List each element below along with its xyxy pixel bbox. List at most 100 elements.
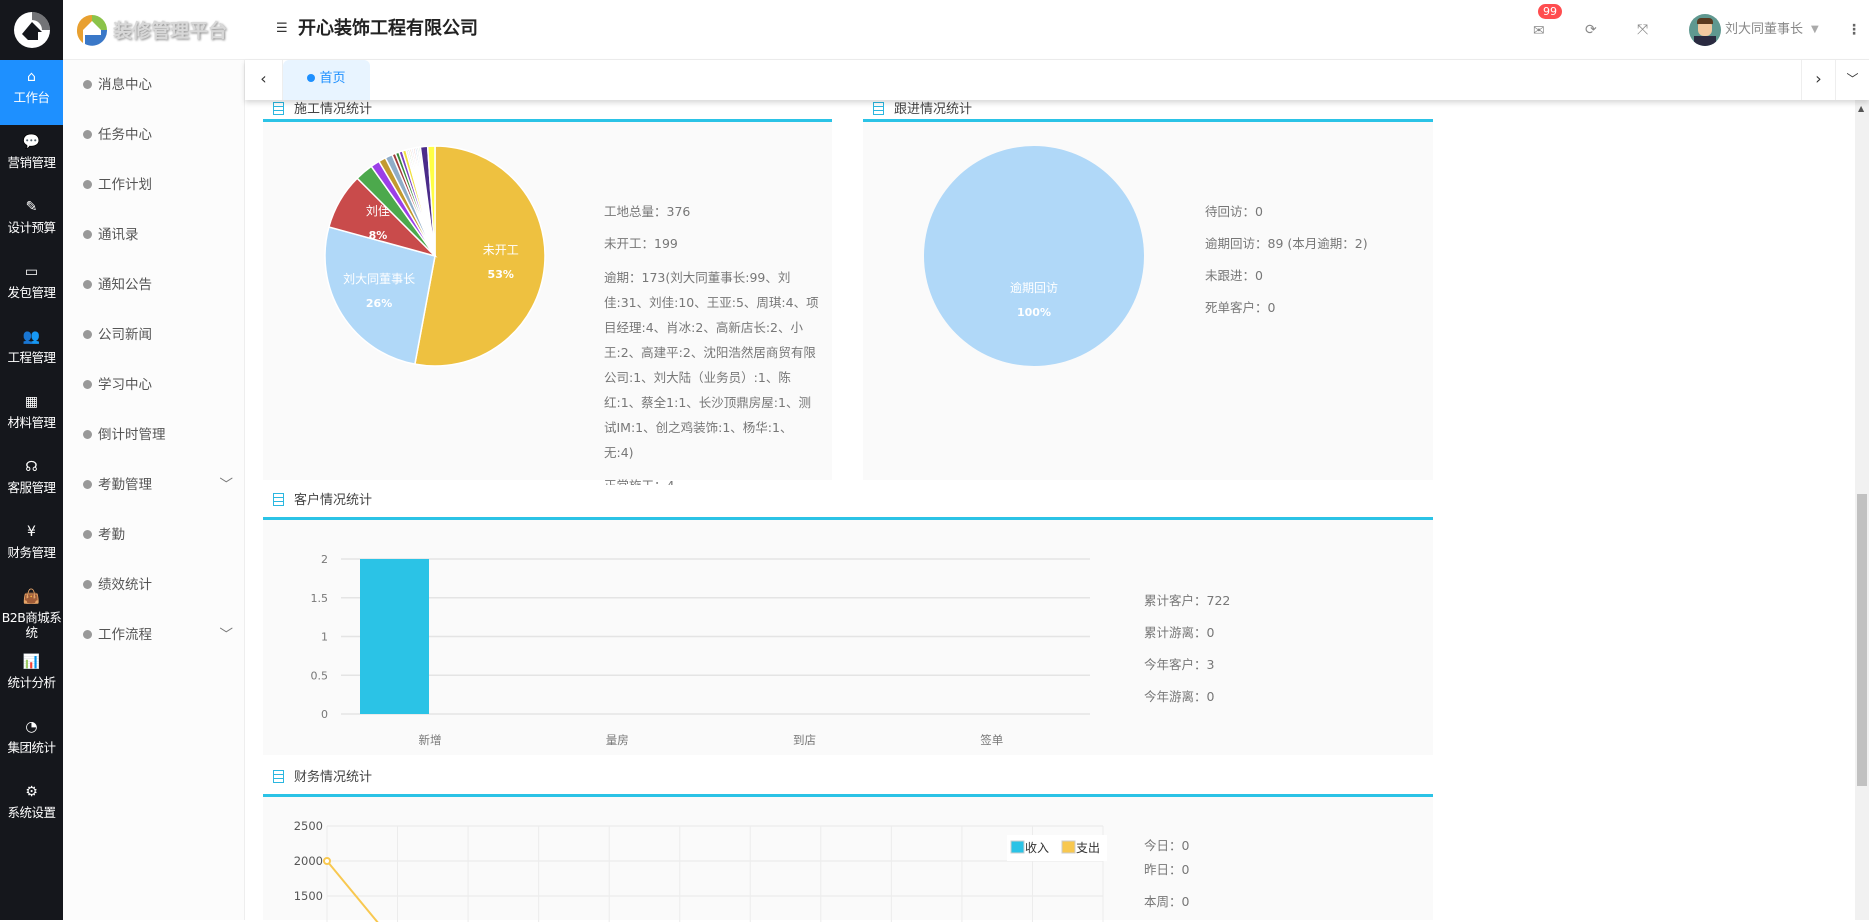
- stat-this-week: 本周：0: [1144, 894, 1190, 909]
- sidebar-item-label: 考勤: [98, 527, 125, 543]
- y-tick-label: 1: [321, 631, 328, 644]
- users-icon: 👥: [22, 329, 41, 345]
- tabs-scroll-right-icon[interactable]: ›: [1801, 60, 1835, 100]
- panel-title-text: 财务情况统计: [294, 770, 373, 785]
- rail-item-label: 财务管理: [7, 545, 56, 560]
- refresh-icon[interactable]: ⟳: [1585, 22, 1597, 38]
- fullscreen-icon[interactable]: ⤧: [1637, 22, 1649, 38]
- rail-item-2[interactable]: ✎ 设计预算: [0, 190, 63, 255]
- finance-panel-title: 财务情况统计: [263, 762, 1433, 797]
- pie-label: 未开工: [483, 243, 519, 257]
- construction-pie-chart: 未开工 53% 刘大同董事长 26% 刘佳 8%: [324, 145, 546, 367]
- sidebar-item-label: 任务中心: [98, 127, 152, 143]
- followup-panel-title: 跟进情况统计: [863, 100, 1433, 122]
- y-tick-label: 2: [321, 553, 328, 566]
- rail-item-8[interactable]: 👜 B2B商城系统: [0, 580, 63, 645]
- sidebar-item-label: 学习中心: [98, 377, 152, 393]
- rail-item-label: 发包管理: [7, 285, 56, 300]
- rail-item-5[interactable]: ▦ 材料管理: [0, 385, 63, 450]
- bullet-icon: [83, 380, 92, 389]
- sidebar-item-10[interactable]: 绩效统计: [83, 573, 233, 597]
- sidebar-item-9[interactable]: 考勤: [83, 523, 233, 547]
- data-point: [323, 857, 331, 865]
- caret-down-icon[interactable]: ▼: [1811, 24, 1819, 35]
- sidebar-item-1[interactable]: 任务中心: [83, 123, 233, 147]
- top-header: ☰ 开心装饰工程有限公司 ✉ 99 ⟳ ⤧ 刘大同董事长 ▼ ⋮: [245, 0, 1869, 60]
- pie-percent: 100%: [1017, 306, 1051, 319]
- sidebar-item-label: 消息中心: [98, 77, 152, 93]
- stat-pending-visit: 待回访：0: [1205, 204, 1263, 219]
- sidebar-item-4[interactable]: 通知公告: [83, 273, 233, 297]
- stat-overdue-visit: 逾期回访：89 (本月逾期：2): [1205, 236, 1368, 251]
- chat-icon: 💬: [22, 134, 41, 150]
- rail-item-label: 客服管理: [7, 480, 56, 495]
- x-tick-label: 新增: [419, 733, 442, 747]
- sidebar-item-0[interactable]: 消息中心: [83, 73, 233, 97]
- legend-label: 支出: [1076, 841, 1100, 855]
- sidebar-item-8[interactable]: 考勤管理 ﹀: [83, 473, 233, 497]
- tabs-scroll-left-icon[interactable]: ‹: [245, 60, 283, 100]
- tabs-menu-chevron-down-icon[interactable]: ﹀: [1835, 60, 1869, 100]
- sidebar-item-11[interactable]: 工作流程 ﹀: [83, 623, 233, 647]
- scrollbar-thumb[interactable]: [1857, 494, 1867, 786]
- mail-icon[interactable]: ✉: [1533, 23, 1545, 39]
- more-vertical-icon[interactable]: ⋮: [1847, 22, 1861, 38]
- bag-icon: 👜: [22, 589, 41, 605]
- sidebar-item-2[interactable]: 工作计划: [83, 173, 233, 197]
- brand-logo[interactable]: 装修管理平台: [63, 0, 245, 60]
- stat-year-customers: 今年客户：3: [1144, 657, 1215, 672]
- panel-title-text: 跟进情况统计: [894, 102, 973, 117]
- rail-item-1[interactable]: 💬 营销管理: [0, 125, 63, 190]
- chevron-down-icon[interactable]: ﹀: [219, 477, 234, 493]
- app-logo[interactable]: [0, 0, 63, 60]
- rail-item-10[interactable]: ◔ 集团统计: [0, 710, 63, 775]
- bullet-icon: [83, 330, 92, 339]
- sidebar-item-label: 通讯录: [98, 227, 139, 243]
- sidebar-item-6[interactable]: 学习中心: [83, 373, 233, 397]
- menu-toggle-icon[interactable]: ☰: [276, 21, 288, 36]
- rail-item-7[interactable]: ¥ 财务管理: [0, 515, 63, 580]
- y-tick-label: 2000: [294, 854, 323, 868]
- edit-icon: ✎: [25, 199, 38, 215]
- rail-item-0[interactable]: ⌂ 工作台: [0, 60, 63, 125]
- sidebar-item-label: 工作流程: [98, 627, 152, 643]
- sidebar-item-7[interactable]: 倒计时管理: [83, 423, 233, 447]
- document-icon: [273, 102, 284, 115]
- avatar[interactable]: [1689, 14, 1721, 46]
- user-name[interactable]: 刘大同董事长: [1725, 22, 1804, 37]
- stat-total-customers: 累计客户：722: [1144, 593, 1231, 608]
- rail-item-6[interactable]: ☊ 客服管理: [0, 450, 63, 515]
- sidebar-item-3[interactable]: 通讯录: [83, 223, 233, 247]
- scroll-up-icon[interactable]: ▲: [1858, 104, 1865, 113]
- bar-chart-icon: 📊: [22, 654, 41, 670]
- rail-item-9[interactable]: 📊 统计分析: [0, 645, 63, 710]
- home-icon: ⌂: [27, 69, 36, 85]
- x-tick-label: 到店: [793, 733, 816, 747]
- rail-item-3[interactable]: ▭ 发包管理: [0, 255, 63, 320]
- pie-slice: [924, 146, 1144, 366]
- sidebar-item-5[interactable]: 公司新闻: [83, 323, 233, 347]
- followup-pie-chart: 逾期回访 100%: [924, 146, 1144, 366]
- document-icon: [273, 493, 284, 506]
- y-tick-label: 2500: [294, 819, 323, 833]
- rail-item-label: 集团统计: [7, 740, 56, 755]
- finance-line-chart: 1500 2000 2500 收入 支出: [294, 819, 1107, 922]
- pie-chart-icon: ◔: [25, 719, 38, 735]
- rail-item-4[interactable]: 👥 工程管理: [0, 320, 63, 385]
- rail-item-11[interactable]: ⚙ 系统设置: [0, 775, 63, 840]
- stat-yesterday: 昨日：0: [1144, 862, 1190, 877]
- x-tick-label: 签单: [980, 733, 1003, 747]
- brand-house-icon: [76, 14, 108, 46]
- tab-home[interactable]: 首页: [283, 60, 370, 100]
- rail-item-label: 工作台: [13, 90, 50, 105]
- document-icon: [273, 770, 284, 783]
- panel-title-text: 客户情况统计: [294, 493, 373, 508]
- company-title: 开心装饰工程有限公司: [298, 18, 478, 39]
- bullet-icon: [83, 230, 92, 239]
- chevron-down-icon[interactable]: ﹀: [219, 627, 234, 643]
- scrollbar[interactable]: ▲: [1855, 100, 1869, 920]
- document-icon: [873, 102, 884, 115]
- construction-panel: 施工情况统计 未开工 53% 刘大同董事长 26% 刘佳 8% 工地总量：376 未开工：…: [263, 100, 832, 493]
- rail-item-label: 系统设置: [7, 805, 56, 820]
- rail-item-label: 材料管理: [7, 415, 56, 430]
